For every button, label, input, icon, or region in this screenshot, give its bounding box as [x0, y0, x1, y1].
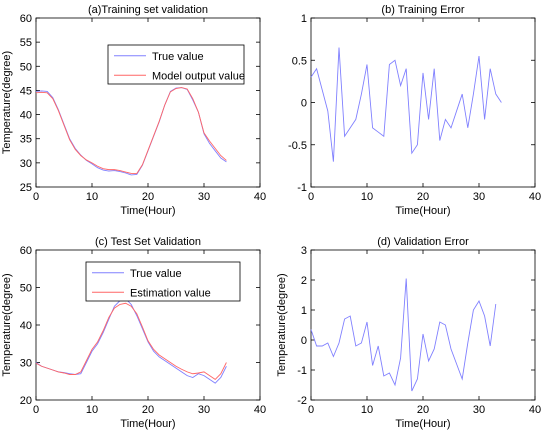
y-tick-label: 55	[20, 37, 32, 49]
y-tick-label: 0	[301, 98, 307, 110]
legend-box	[85, 261, 241, 302]
series-line-1	[35, 302, 227, 380]
legend: True value Estimation value	[85, 261, 241, 302]
y-tick-label: 0	[301, 335, 307, 347]
y-axis-label: Temperature(degree)	[1, 273, 13, 376]
y-tick-label: 50	[20, 61, 32, 73]
chart-title: (d) Validation Error	[377, 236, 469, 248]
series-line-1	[35, 87, 227, 174]
y-tick-label: -1	[297, 182, 307, 194]
x-tick-label: 30	[473, 191, 485, 203]
x-tick-label: 40	[529, 191, 541, 203]
x-tick-label: 30	[198, 404, 210, 416]
y-tick-label: 1	[301, 305, 307, 317]
legend: True value Model output value	[107, 44, 245, 85]
x-tick-label: 40	[254, 191, 266, 203]
legend-label: True value	[130, 268, 182, 280]
y-tick-label: 60	[20, 245, 32, 257]
x-tick-label: 20	[417, 191, 429, 203]
x-axis-label: Time(Hour)	[120, 418, 175, 430]
y-tick-label: 40	[20, 110, 32, 122]
x-axis-label: Time(Hour)	[120, 205, 175, 217]
x-tick-label: 30	[473, 404, 485, 416]
x-tick-label: 10	[361, 404, 373, 416]
x-tick-label: 20	[142, 191, 154, 203]
x-tick-label: 40	[254, 404, 266, 416]
chart-title: (a)Training set validation	[88, 4, 208, 16]
y-tick-label: 30	[20, 358, 32, 370]
y-tick-label: 40	[20, 320, 32, 332]
y-tick-label: 50	[20, 283, 32, 295]
plot-area	[310, 249, 536, 401]
y-tick-label: 3	[301, 245, 307, 257]
x-axis-label: Time(Hour)	[395, 205, 450, 217]
y-tick-label: 35	[20, 134, 32, 146]
x-tick-label: 30	[198, 191, 210, 203]
legend-label: True value	[152, 51, 204, 63]
x-tick-label: 10	[86, 404, 98, 416]
x-tick-label: 10	[361, 191, 373, 203]
series-line-0	[35, 298, 227, 384]
y-tick-label: -2	[297, 395, 307, 407]
y-tick-label: 0.5	[292, 55, 307, 67]
legend-label: Model output value	[152, 70, 245, 82]
y-tick-label: 25	[20, 182, 32, 194]
chart-title: (c) Test Set Validation	[95, 236, 201, 248]
y-tick-label: 45	[20, 85, 32, 97]
y-tick-label: 30	[20, 158, 32, 170]
chart-title: (b) Training Error	[381, 4, 464, 16]
y-tick-label: 2	[301, 275, 307, 287]
legend-label: Estimation value	[130, 287, 211, 299]
y-axis-label: Temperature(degree)	[276, 273, 288, 376]
x-tick-label: 0	[308, 404, 314, 416]
y-tick-label: 60	[20, 13, 32, 25]
x-tick-label: 0	[33, 191, 39, 203]
x-tick-label: 0	[33, 404, 39, 416]
x-tick-label: 20	[417, 404, 429, 416]
x-tick-label: 10	[86, 191, 98, 203]
y-tick-label: 1	[301, 13, 307, 25]
x-tick-label: 40	[529, 404, 541, 416]
x-axis-label: Time(Hour)	[395, 418, 450, 430]
y-tick-label: -1	[297, 365, 307, 377]
plot-area	[310, 17, 536, 188]
x-tick-label: 0	[308, 191, 314, 203]
series-line-0	[310, 47, 502, 162]
chart-panel-0: (a)Training set validation 0 10 20 30 40 25 30 3…	[1, 4, 266, 217]
chart-panel-3: (d) Validation Error 0 10 20 30 40 -2 -1 0 1 2 3 Tim…	[276, 236, 541, 430]
y-axis-label: Temperature(degree)	[1, 51, 13, 154]
chart-panel-2: (c) Test Set Validation 0 10 20 30 40 20 30 40 50…	[1, 236, 266, 430]
series-line-0	[310, 278, 497, 392]
x-tick-label: 20	[142, 404, 154, 416]
legend-box	[107, 44, 245, 85]
y-tick-label: -0.5	[288, 140, 307, 152]
chart-panel-1: (b) Training Error 0 10 20 30 40 -1 -0.5 0 0.5 1 Ti…	[288, 4, 541, 217]
y-tick-label: 20	[20, 395, 32, 407]
